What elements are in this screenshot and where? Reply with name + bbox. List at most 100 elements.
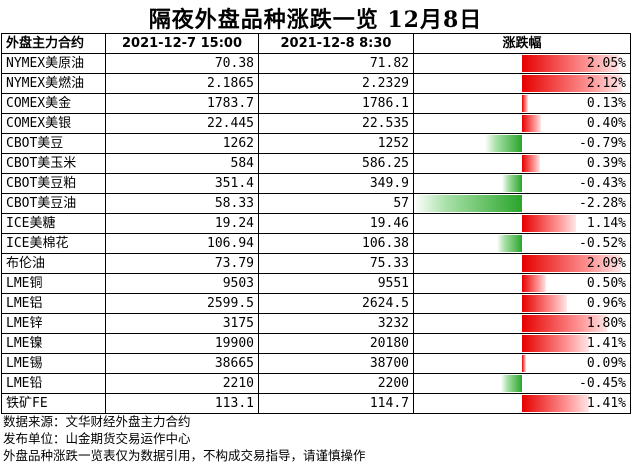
change-label: 0.39% bbox=[586, 156, 626, 171]
curr-price: 19.46 bbox=[258, 213, 414, 234]
curr-price: 2624.5 bbox=[258, 293, 414, 314]
publisher-note: 发布单位：山金期货交易运作中心 bbox=[3, 431, 191, 446]
change-cell: 0.39% bbox=[413, 153, 631, 174]
change-label: 0.96% bbox=[586, 296, 626, 311]
change-cell: 2.05% bbox=[413, 53, 631, 74]
table-row: CBOT美豆粕 351.4 349.9 -0.43% bbox=[1, 173, 631, 194]
curr-price: 2200 bbox=[258, 373, 414, 394]
curr-price: 75.33 bbox=[258, 253, 414, 274]
contract-name: CBOT美豆油 bbox=[1, 193, 106, 214]
contract-name: ICE美糖 bbox=[1, 213, 106, 234]
prev-price: 113.1 bbox=[105, 393, 259, 414]
contract-name: NYMEX美原油 bbox=[1, 53, 106, 74]
change-cell: -0.52% bbox=[413, 233, 631, 254]
table-row: LME铜 9503 9551 0.50% bbox=[1, 273, 631, 294]
table-row: CBOT美豆油 58.33 57 -2.28% bbox=[1, 193, 631, 214]
contract-name: CBOT美玉米 bbox=[1, 153, 106, 174]
table-row: LME铝 2599.5 2624.5 0.96% bbox=[1, 293, 631, 314]
table-row: ICE美棉花 106.94 106.38 -0.52% bbox=[1, 233, 631, 254]
table-row: LME锌 3175 3232 1.80% bbox=[1, 313, 631, 334]
curr-price: 71.82 bbox=[258, 53, 414, 74]
prev-price: 70.38 bbox=[105, 53, 259, 74]
change-bar-down bbox=[500, 375, 522, 392]
table-row: 布伦油 73.79 75.33 2.09% bbox=[1, 253, 631, 274]
curr-price: 349.9 bbox=[258, 173, 414, 194]
change-label: 0.50% bbox=[586, 276, 626, 291]
change-bar-down bbox=[497, 235, 522, 252]
contract-name: LME镍 bbox=[1, 333, 106, 354]
change-bar-down bbox=[501, 175, 522, 192]
table-row: ICE美糖 19.24 19.46 1.14% bbox=[1, 213, 631, 234]
prev-price: 19.24 bbox=[105, 213, 259, 234]
change-bar-up bbox=[522, 75, 623, 92]
contract-name: NYMEX美燃油 bbox=[1, 73, 106, 94]
curr-price: 38700 bbox=[258, 353, 414, 374]
change-bar-up bbox=[522, 215, 576, 232]
change-bar-down bbox=[414, 195, 522, 212]
table-body: NYMEX美原油 70.38 71.82 2.05% NYMEX美燃油 2.1865 2.2… bbox=[1, 53, 631, 414]
change-label: -0.43% bbox=[579, 176, 626, 191]
contract-name: CBOT美豆 bbox=[1, 133, 106, 154]
prev-price: 1783.7 bbox=[105, 93, 259, 114]
prev-price: 1262 bbox=[105, 133, 259, 154]
header-row: 外盘主力合约 2021-12-7 15:00 2021-12-8 8:30 涨跌… bbox=[1, 33, 631, 54]
table-row: 铁矿FE 113.1 114.7 1.41% bbox=[1, 393, 631, 414]
prev-price: 22.445 bbox=[105, 113, 259, 134]
curr-price: 22.535 bbox=[258, 113, 414, 134]
change-bar-up bbox=[522, 315, 608, 332]
curr-price: 586.25 bbox=[258, 153, 414, 174]
change-label: -0.52% bbox=[579, 236, 626, 251]
contract-name: LME锡 bbox=[1, 353, 106, 374]
change-bar-up bbox=[522, 295, 568, 312]
curr-price: 114.7 bbox=[258, 393, 414, 414]
change-cell: 1.80% bbox=[413, 313, 631, 334]
change-label: 1.41% bbox=[586, 396, 626, 411]
table-row: NYMEX美燃油 2.1865 2.2329 2.12% bbox=[1, 73, 631, 94]
change-cell: -0.45% bbox=[413, 373, 631, 394]
change-label: 1.80% bbox=[586, 316, 626, 331]
prev-price: 38665 bbox=[105, 353, 259, 374]
table-row: COMEX美金 1783.7 1786.1 0.13% bbox=[1, 93, 631, 114]
prev-price: 2210 bbox=[105, 373, 259, 394]
contract-name: 铁矿FE bbox=[1, 393, 106, 414]
change-label: -2.28% bbox=[579, 196, 626, 211]
change-cell: 2.09% bbox=[413, 253, 631, 274]
prev-price: 351.4 bbox=[105, 173, 259, 194]
prev-price: 106.94 bbox=[105, 233, 259, 254]
contract-name: LME铝 bbox=[1, 293, 106, 314]
contract-name: CBOT美豆粕 bbox=[1, 173, 106, 194]
prev-price: 58.33 bbox=[105, 193, 259, 214]
change-bar-up bbox=[522, 335, 589, 352]
header-prev-time: 2021-12-7 15:00 bbox=[105, 33, 259, 54]
header-curr-time: 2021-12-8 8:30 bbox=[258, 33, 414, 54]
contract-name: ICE美棉花 bbox=[1, 233, 106, 254]
change-bar-up bbox=[522, 255, 621, 272]
curr-price: 3232 bbox=[258, 313, 414, 334]
change-cell: -0.43% bbox=[413, 173, 631, 194]
header-change: 涨跌幅 bbox=[413, 33, 631, 54]
prev-price: 19900 bbox=[105, 333, 259, 354]
page-title: 隔夜外盘品种涨跌一览 12月8日 bbox=[148, 7, 483, 33]
change-label: 1.41% bbox=[586, 336, 626, 351]
prev-price: 584 bbox=[105, 153, 259, 174]
change-cell: 0.09% bbox=[413, 353, 631, 374]
table-row: CBOT美玉米 584 586.25 0.39% bbox=[1, 153, 631, 174]
change-bar-up bbox=[522, 115, 541, 132]
change-label: 1.14% bbox=[586, 216, 626, 231]
table-row: LME锡 38665 38700 0.09% bbox=[1, 353, 631, 374]
curr-price: 1786.1 bbox=[258, 93, 414, 114]
footer-notes: 数据来源：文华财经外盘主力合约 发布单位：山金期货交易运作中心 外盘品种涨跌一览… bbox=[3, 413, 623, 464]
change-cell: 1.41% bbox=[413, 393, 631, 414]
change-label: -0.79% bbox=[579, 136, 626, 151]
change-cell: 1.41% bbox=[413, 333, 631, 354]
prev-price: 9503 bbox=[105, 273, 259, 294]
price-change-table: 外盘主力合约 2021-12-7 15:00 2021-12-8 8:30 涨跌… bbox=[1, 33, 631, 414]
change-label: -0.45% bbox=[579, 376, 626, 391]
table-row: LME镍 19900 20180 1.41% bbox=[1, 333, 631, 354]
change-cell: 0.13% bbox=[413, 93, 631, 114]
curr-price: 2.2329 bbox=[258, 73, 414, 94]
table-row: COMEX美银 22.445 22.535 0.40% bbox=[1, 113, 631, 134]
change-cell: 0.50% bbox=[413, 273, 631, 294]
change-cell: 2.12% bbox=[413, 73, 631, 94]
change-label: 2.05% bbox=[586, 56, 626, 71]
